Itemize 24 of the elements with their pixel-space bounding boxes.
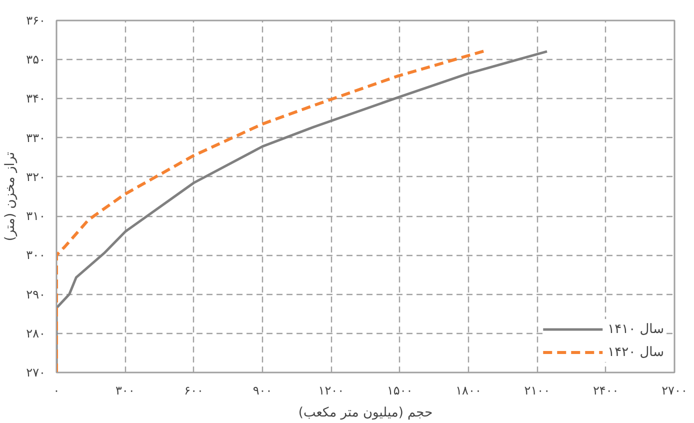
x-tick-label: ۰ [53,384,60,398]
x-tick-label: ۱۸۰۰ [456,384,482,398]
y-tick-label: ۲۷۰ [26,366,46,380]
y-tick-label: ۲۸۰ [26,326,46,340]
y-tick-label: ۳۴۰ [26,92,46,106]
x-tick-label: ۶۰۰ [184,384,204,398]
x-tick-label: ۲۷۰۰ [662,384,688,398]
x-tick-label: ۲۱۰۰ [524,384,550,398]
x-tick-label: ۱۲۰۰ [318,384,344,398]
y-tick-label: ۳۱۰ [26,209,46,224]
y-axis-title: تراز مخزن (متر) [3,152,18,242]
legend-label: سال ۱۴۱۰ [608,322,664,336]
y-tick-label: ۳۵۰ [26,52,46,67]
y-tick-label: ۲۹۰ [26,287,46,302]
y-tick-label: ۳۳۰ [26,130,46,145]
x-tick-label: ۹۰۰ [252,384,272,398]
x-tick-label: ۱۵۰۰ [386,384,413,398]
x-axis-title: حجم (میلیون متر مکعب) [298,406,433,420]
y-tick-label: ۳۶۰ [26,14,46,28]
y-tick-label: ۳۲۰ [26,170,46,184]
legend-label: سال ۱۴۲۰ [608,344,664,360]
y-tick-label: ۳۰۰ [26,248,46,262]
x-tick-label: ۳۰۰ [116,384,135,398]
x-tick-label: ۲۴۰۰ [592,384,619,398]
